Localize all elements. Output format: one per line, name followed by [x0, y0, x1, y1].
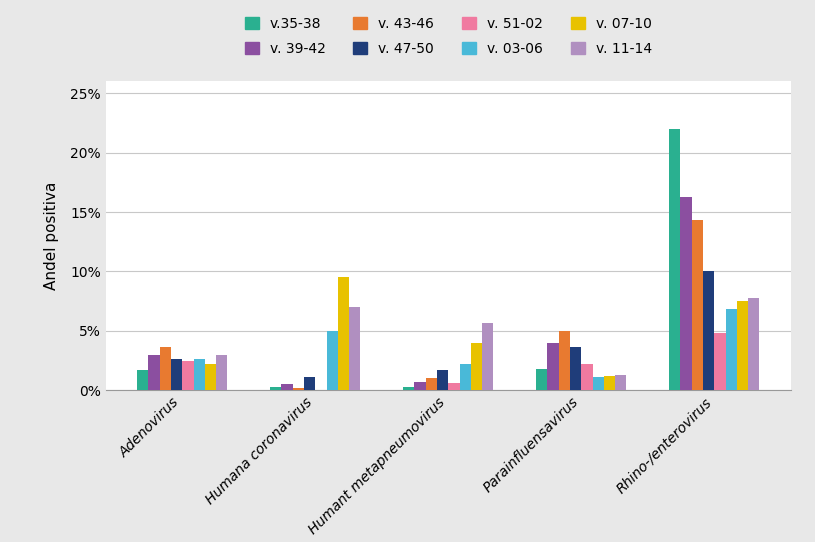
Bar [725, 309, 737, 390]
Bar [593, 377, 604, 390]
Bar [681, 197, 692, 390]
Bar [338, 278, 349, 390]
Bar [349, 307, 360, 390]
Bar [604, 376, 615, 390]
Bar [137, 370, 148, 390]
Bar [281, 384, 293, 390]
Legend: v.35-38, v. 39-42, v. 43-46, v. 47-50, v. 51-02, v. 03-06, v. 07-10, v. 11-14: v.35-38, v. 39-42, v. 43-46, v. 47-50, v… [240, 12, 656, 60]
Bar [536, 369, 548, 390]
Bar [548, 343, 558, 390]
Bar [471, 343, 482, 390]
Bar [414, 382, 425, 390]
Bar [160, 347, 171, 390]
Bar [304, 377, 315, 390]
Bar [581, 364, 593, 390]
Bar [327, 331, 338, 390]
Bar [194, 359, 205, 390]
Bar [558, 331, 570, 390]
Bar [737, 301, 748, 390]
Bar [270, 386, 281, 390]
Bar [570, 347, 581, 390]
Bar [437, 370, 448, 390]
Bar [293, 388, 304, 390]
Bar [448, 383, 460, 390]
Bar [703, 272, 714, 390]
Bar [615, 375, 627, 390]
Bar [216, 354, 227, 390]
Bar [714, 333, 725, 390]
Y-axis label: Andel positiva: Andel positiva [44, 182, 59, 290]
Bar [205, 364, 216, 390]
Bar [460, 364, 471, 390]
Bar [403, 386, 414, 390]
Bar [183, 360, 194, 390]
Bar [748, 298, 760, 390]
Bar [692, 221, 703, 390]
Bar [171, 359, 183, 390]
Bar [482, 322, 493, 390]
Bar [425, 378, 437, 390]
Bar [148, 354, 160, 390]
Bar [669, 129, 681, 390]
